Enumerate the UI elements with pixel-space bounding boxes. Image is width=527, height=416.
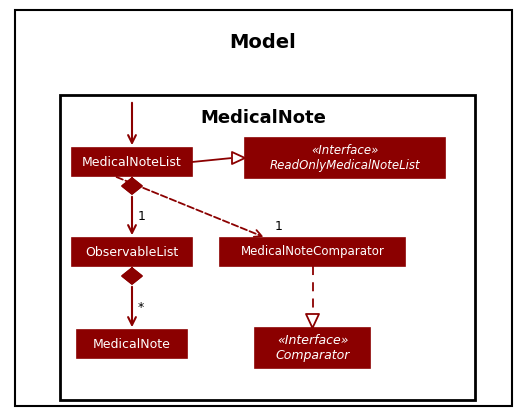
Polygon shape — [306, 314, 319, 328]
Bar — [60, 95, 475, 400]
Polygon shape — [122, 268, 142, 284]
Bar — [72, 148, 192, 176]
Text: 1: 1 — [274, 220, 282, 233]
Bar — [77, 330, 187, 358]
Text: MedicalNoteComparator: MedicalNoteComparator — [240, 245, 384, 258]
Bar — [255, 328, 370, 368]
Bar — [245, 138, 445, 178]
Polygon shape — [122, 178, 142, 194]
Text: MedicalNote: MedicalNote — [93, 337, 171, 351]
Text: MedicalNoteList: MedicalNoteList — [82, 156, 182, 168]
Text: MedicalNote: MedicalNote — [200, 109, 326, 127]
Text: «Interface»
ReadOnlyMedicalNoteList: «Interface» ReadOnlyMedicalNoteList — [270, 144, 421, 173]
Text: *: * — [138, 300, 144, 314]
Polygon shape — [232, 152, 245, 164]
Bar — [220, 238, 405, 266]
Bar — [72, 238, 192, 266]
Text: ObservableList: ObservableList — [85, 245, 179, 258]
Text: 1: 1 — [138, 210, 146, 223]
Text: Model: Model — [230, 32, 296, 52]
Text: «Interface»
Comparator: «Interface» Comparator — [275, 334, 350, 362]
